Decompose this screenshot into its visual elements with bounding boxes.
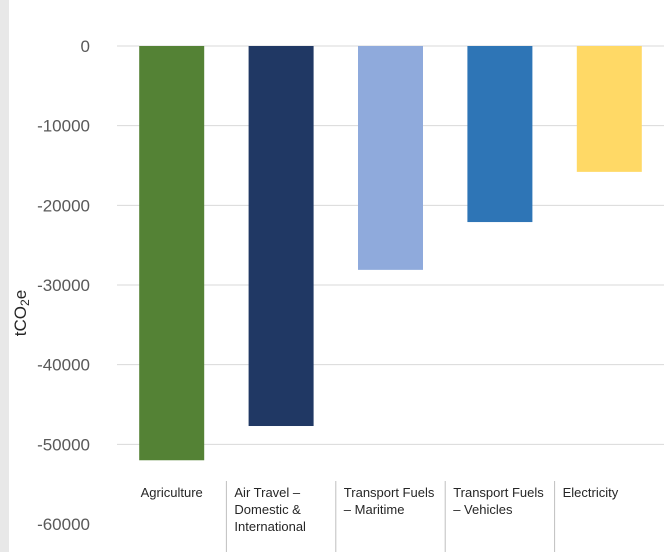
category-label-3: Transport Fuels – Vehicles [453, 485, 544, 517]
y-tick-label-6: -60000 [37, 515, 90, 534]
category-label-2: Transport Fuels – Maritime [344, 485, 435, 517]
bar-2 [358, 46, 423, 270]
bar-4 [576, 46, 642, 172]
y-axis-title: tCO2e [11, 290, 32, 336]
y-tick-label-5: -50000 [37, 435, 90, 454]
y-tick-label-2: -20000 [37, 196, 90, 215]
y-axis-title-base: tCO [11, 306, 30, 336]
category-label-0: Agriculture [141, 485, 203, 500]
y-tick-label-0: 0 [81, 37, 90, 56]
y-tick-label-4: -40000 [37, 356, 90, 375]
bar-1 [248, 46, 314, 427]
y-axis-title-subscript: 2 [18, 299, 32, 306]
y-axis-ticks: 0 -10000 -20000 -30000 -40000 -50000 -60000 [37, 37, 90, 534]
bar-3 [467, 46, 533, 223]
category-label-1: Air Travel – Domestic & International [234, 485, 306, 534]
bars [139, 46, 642, 461]
category-label-4: Electricity [563, 485, 619, 500]
y-axis-title-tail: e [11, 290, 30, 299]
y-tick-label-1: -10000 [37, 117, 90, 136]
left-margin-strip [0, 0, 9, 552]
bar-0 [139, 46, 205, 461]
y-tick-label-3: -30000 [37, 276, 90, 295]
category-labels: Agriculture Air Travel – Domestic & Interna… [141, 481, 619, 552]
